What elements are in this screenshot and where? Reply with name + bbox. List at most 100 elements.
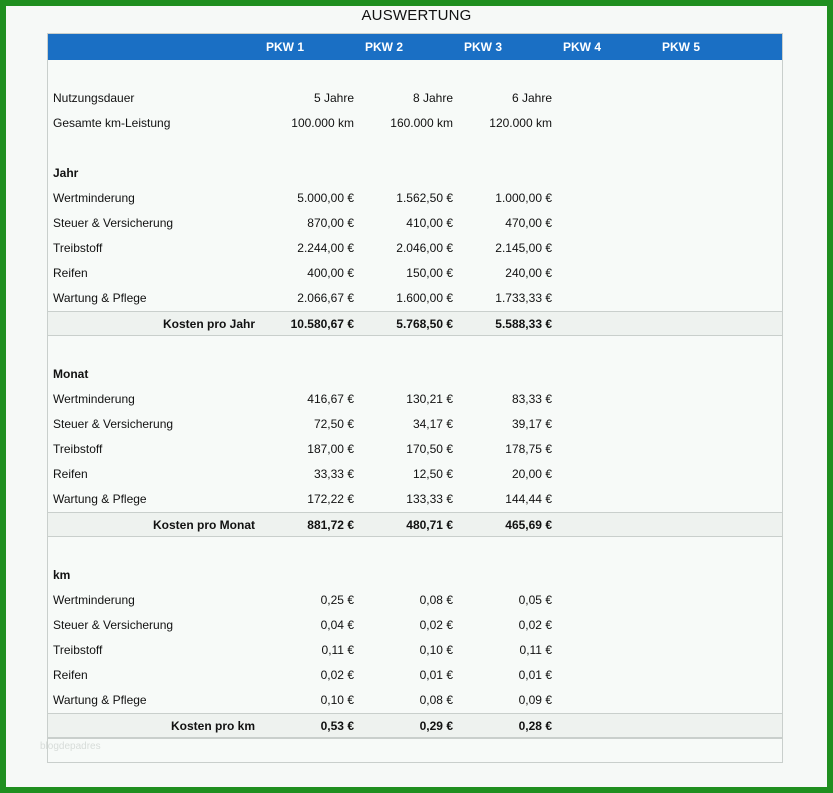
cell-pkw3: 470,00 € bbox=[505, 216, 552, 230]
section-heading-jahr: Jahr bbox=[48, 161, 782, 186]
table-row: Reifen 400,00 € 150,00 € 240,00 € bbox=[48, 261, 782, 286]
section-title: Monat bbox=[53, 367, 89, 381]
total-pkw2: 5.768,50 € bbox=[396, 317, 453, 331]
cell-pkw3: 0,05 € bbox=[518, 593, 552, 607]
cell-pkw1: 72,50 € bbox=[313, 417, 354, 431]
cell-pkw2: 160.000 km bbox=[390, 116, 453, 130]
row-label: Wartung & Pflege bbox=[53, 291, 147, 305]
section-title: Jahr bbox=[53, 166, 79, 180]
cell-pkw1: 5.000,00 € bbox=[297, 191, 354, 205]
cell-pkw3: 20,00 € bbox=[511, 467, 552, 481]
cell-pkw2: 150,00 € bbox=[406, 266, 453, 280]
cell-pkw2: 0,08 € bbox=[419, 693, 453, 707]
cell-pkw1: 0,25 € bbox=[320, 593, 354, 607]
column-header-pkw5: PKW 5 bbox=[661, 40, 700, 54]
table-row: Wartung & Pflege 2.066,67 € 1.600,00 € 1… bbox=[48, 286, 782, 311]
row-label: Wertminderung bbox=[53, 392, 135, 406]
cell-pkw1: 100.000 km bbox=[291, 116, 354, 130]
table-row: Wertminderung 5.000,00 € 1.562,50 € 1.00… bbox=[48, 186, 782, 211]
row-label: Steuer & Versicherung bbox=[53, 216, 174, 230]
total-pkw1: 881,72 € bbox=[307, 518, 354, 532]
cell-pkw1: 0,10 € bbox=[320, 693, 354, 707]
total-row-monat: Kosten pro Monat 881,72 € 480,71 € 465,6… bbox=[48, 512, 782, 537]
cell-pkw3: 0,02 € bbox=[518, 618, 552, 632]
cell-pkw2: 1.562,50 € bbox=[396, 191, 453, 205]
cell-pkw2: 34,17 € bbox=[412, 417, 453, 431]
total-pkw2: 480,71 € bbox=[406, 518, 453, 532]
section-heading-km: km bbox=[48, 563, 782, 588]
cell-pkw3: 178,75 € bbox=[505, 442, 552, 456]
row-label: Treibstoff bbox=[53, 241, 103, 255]
table-row: Reifen 0,02 € 0,01 € 0,01 € bbox=[48, 663, 782, 688]
total-pkw3: 0,28 € bbox=[518, 719, 552, 733]
total-pkw1: 10.580,67 € bbox=[290, 317, 354, 331]
cell-pkw3: 0,01 € bbox=[518, 668, 552, 682]
cell-pkw2: 12,50 € bbox=[412, 467, 453, 481]
cell-pkw2: 0,01 € bbox=[419, 668, 453, 682]
row-label: Treibstoff bbox=[53, 442, 103, 456]
cell-pkw3: 120.000 km bbox=[489, 116, 552, 130]
table-row: Steuer & Versicherung 72,50 € 34,17 € 39… bbox=[48, 412, 782, 437]
table-row: Wertminderung 416,67 € 130,21 € 83,33 € bbox=[48, 387, 782, 412]
section-heading-monat: Monat bbox=[48, 362, 782, 387]
section-title: km bbox=[53, 568, 71, 582]
table-row: Nutzungsdauer 5 Jahre 8 Jahre 6 Jahre bbox=[48, 86, 782, 111]
table-row: Gesamte km-Leistung 100.000 km 160.000 k… bbox=[48, 111, 782, 136]
table-row: Treibstoff 0,11 € 0,10 € 0,11 € bbox=[48, 638, 782, 663]
cell-pkw1: 172,22 € bbox=[307, 492, 354, 506]
cell-pkw3: 83,33 € bbox=[511, 392, 552, 406]
table-row: Steuer & Versicherung 870,00 € 410,00 € … bbox=[48, 211, 782, 236]
table-row: Wertminderung 0,25 € 0,08 € 0,05 € bbox=[48, 588, 782, 613]
cell-pkw3: 0,09 € bbox=[518, 693, 552, 707]
row-label: Reifen bbox=[53, 668, 88, 682]
total-pkw1: 0,53 € bbox=[320, 719, 354, 733]
row-label: Gesamte km-Leistung bbox=[53, 116, 171, 130]
table-divider bbox=[48, 738, 782, 739]
cell-pkw3: 0,11 € bbox=[519, 643, 552, 657]
cell-pkw3: 39,17 € bbox=[511, 417, 552, 431]
total-pkw3: 465,69 € bbox=[505, 518, 552, 532]
cell-pkw2: 170,50 € bbox=[406, 442, 453, 456]
column-header-pkw2: PKW 2 bbox=[364, 40, 403, 54]
cell-pkw2: 1.600,00 € bbox=[396, 291, 453, 305]
total-pkw2: 0,29 € bbox=[419, 719, 453, 733]
cell-pkw1: 0,04 € bbox=[320, 618, 354, 632]
cell-pkw2: 133,33 € bbox=[406, 492, 453, 506]
total-label: Kosten pro km bbox=[170, 719, 255, 733]
cell-pkw1: 187,00 € bbox=[307, 442, 354, 456]
cell-pkw2: 8 Jahre bbox=[412, 91, 453, 105]
table-row: Treibstoff 187,00 € 170,50 € 178,75 € bbox=[48, 437, 782, 462]
row-label: Reifen bbox=[53, 467, 88, 481]
cell-pkw2: 410,00 € bbox=[406, 216, 453, 230]
row-label: Treibstoff bbox=[53, 643, 103, 657]
table-row: Wartung & Pflege 172,22 € 133,33 € 144,4… bbox=[48, 487, 782, 512]
row-label: Steuer & Versicherung bbox=[53, 618, 174, 632]
evaluation-table: PKW 1 PKW 2 PKW 3 PKW 4 PKW 5 Nutzungsda… bbox=[47, 33, 783, 763]
cell-pkw1: 400,00 € bbox=[307, 266, 354, 280]
cell-pkw3: 1.000,00 € bbox=[495, 191, 552, 205]
cell-pkw3: 240,00 € bbox=[505, 266, 552, 280]
column-header-pkw3: PKW 3 bbox=[463, 40, 502, 54]
total-pkw3: 5.588,33 € bbox=[495, 317, 552, 331]
cell-pkw1: 416,67 € bbox=[307, 392, 354, 406]
watermark: blogdepadres bbox=[40, 741, 101, 752]
row-label: Nutzungsdauer bbox=[53, 91, 135, 105]
cell-pkw1: 870,00 € bbox=[307, 216, 354, 230]
total-row-km: Kosten pro km 0,53 € 0,29 € 0,28 € bbox=[48, 713, 782, 738]
table-row: Treibstoff 2.244,00 € 2.046,00 € 2.145,0… bbox=[48, 236, 782, 261]
column-header-pkw4: PKW 4 bbox=[562, 40, 601, 54]
cell-pkw1: 5 Jahre bbox=[313, 91, 354, 105]
table-row: Steuer & Versicherung 0,04 € 0,02 € 0,02… bbox=[48, 613, 782, 638]
cell-pkw2: 2.046,00 € bbox=[396, 241, 453, 255]
column-header-pkw1: PKW 1 bbox=[265, 40, 304, 54]
cell-pkw2: 0,08 € bbox=[419, 593, 453, 607]
row-label: Wartung & Pflege bbox=[53, 693, 147, 707]
cell-pkw2: 0,10 € bbox=[419, 643, 453, 657]
total-label: Kosten pro Monat bbox=[153, 518, 255, 532]
cell-pkw1: 0,02 € bbox=[320, 668, 354, 682]
cell-pkw1: 2.244,00 € bbox=[297, 241, 354, 255]
table-row: Wartung & Pflege 0,10 € 0,08 € 0,09 € bbox=[48, 688, 782, 713]
row-label: Wartung & Pflege bbox=[53, 492, 147, 506]
cell-pkw3: 2.145,00 € bbox=[495, 241, 552, 255]
total-label: Kosten pro Jahr bbox=[162, 317, 255, 331]
